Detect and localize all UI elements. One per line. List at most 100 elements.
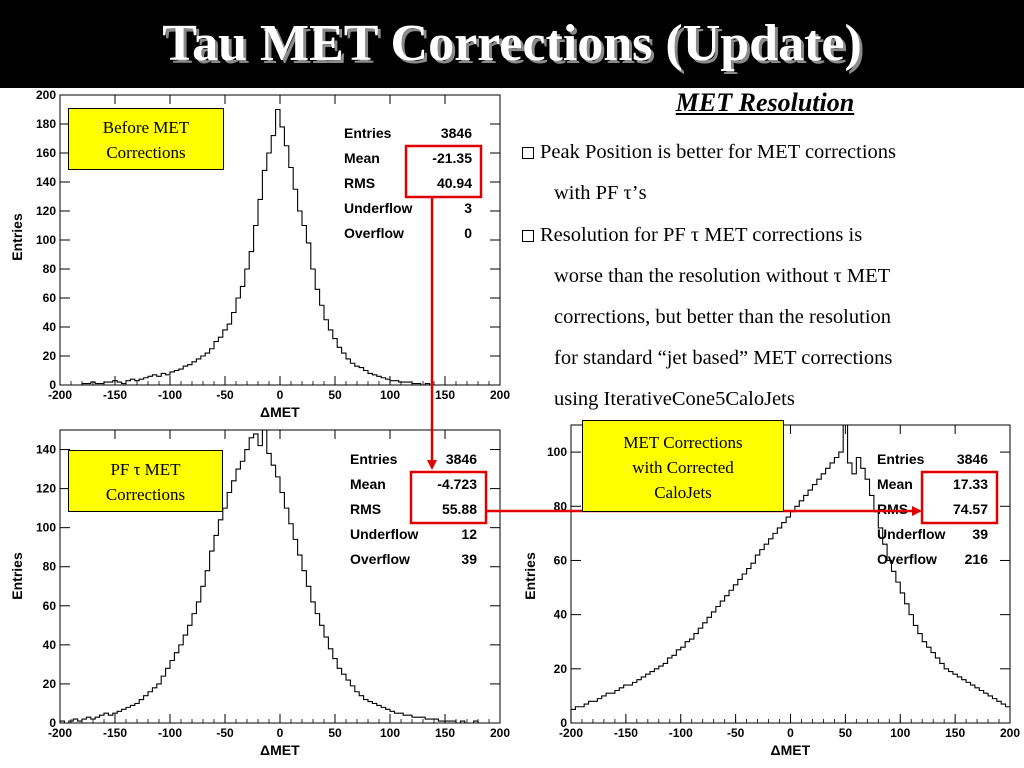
stats-value-mean: 17.33 (953, 476, 988, 492)
y-tick-label: 0 (560, 716, 567, 730)
stats-value-underflow: 3 (464, 200, 472, 216)
stats-label-overflow: Overflow (350, 551, 410, 567)
stats-value-overflow: 216 (965, 551, 989, 567)
slide-title: Tau MET Corrections (Update) (162, 15, 862, 72)
x-tick-label: 50 (328, 726, 342, 740)
stats-label-mean: Mean (877, 476, 913, 492)
x-tick-label: 0 (787, 726, 794, 740)
y-tick-label: 60 (554, 553, 568, 567)
bullet-1: Peak Position is better for MET correcti… (522, 132, 896, 214)
stats-value-underflow: 12 (461, 526, 477, 542)
plot-label-box-2: PF τ MET Corrections (68, 450, 223, 512)
x-tick-label: -50 (727, 726, 745, 740)
y-tick-label: 60 (43, 599, 57, 613)
stats-value-overflow: 39 (461, 551, 477, 567)
plot-label-line: CaloJets (654, 482, 712, 502)
y-axis-label: Entries (9, 552, 25, 600)
y-tick-label: 120 (36, 482, 56, 496)
x-tick-label: 100 (380, 726, 400, 740)
stats-value-mean: -4.723 (437, 476, 477, 492)
stats-label-mean: Mean (344, 150, 380, 166)
stats-label-overflow: Overflow (877, 551, 937, 567)
y-tick-label: 200 (36, 88, 56, 102)
x-tick-label: 0 (277, 388, 284, 402)
y-tick-label: 80 (43, 560, 57, 574)
y-tick-label: 40 (43, 638, 57, 652)
x-tick-label: -200 (559, 726, 583, 740)
x-tick-label: 200 (1000, 726, 1020, 740)
x-tick-label: -100 (669, 726, 693, 740)
plot-label-line: Before MET (102, 118, 190, 137)
bullet-2-line-4: for standard “jet based” MET corrections (554, 347, 893, 369)
x-tick-label: -100 (158, 726, 182, 740)
x-tick-label: -200 (48, 726, 72, 740)
x-tick-label: -150 (103, 726, 127, 740)
histogram-series (60, 108, 500, 386)
bullet-2-line-1: Resolution for PF τ MET corrections is (540, 224, 863, 246)
y-tick-label: 20 (43, 677, 57, 691)
x-tick-label: 150 (945, 726, 965, 740)
plot-label-line: with Corrected (632, 457, 734, 477)
y-tick-label: 20 (554, 662, 568, 676)
x-axis-label: ΔMET (260, 404, 300, 420)
stats-highlight-box (920, 470, 999, 525)
y-tick-label: 120 (36, 204, 56, 218)
y-tick-label: 160 (36, 146, 56, 160)
y-tick-label: 0 (49, 716, 56, 730)
x-tick-label: 0 (277, 726, 284, 740)
y-tick-label: 100 (36, 233, 56, 247)
bullet-2-line-3: corrections, but better than the resolut… (554, 306, 892, 328)
bullet-2: Resolution for PF τ MET corrections is w… (522, 215, 892, 420)
bullet-1-line-2: with PF τ’s (554, 182, 647, 204)
stats-highlight-box (404, 144, 483, 199)
stats-value-entries: 3846 (957, 451, 988, 467)
y-tick-label: 60 (43, 291, 57, 305)
x-tick-label: -100 (158, 388, 182, 402)
title-bar (0, 0, 1024, 88)
x-tick-label: -150 (103, 388, 127, 402)
checkbox-bullet-icon (522, 230, 534, 242)
plot-label-box-1: Before MET Corrections (68, 108, 224, 170)
histogram-2: -200 -150 -100 -50 0 50 100 150 200 0 20 40 60 80 100 1… (9, 425, 510, 768)
stats-label-entries: Entries (350, 451, 398, 467)
x-tick-label: -150 (614, 726, 638, 740)
stats-label-underflow: Underflow (344, 200, 413, 216)
checkbox-bullet-icon (522, 147, 534, 159)
y-tick-label: 40 (43, 320, 57, 334)
histogram-series (59, 429, 500, 724)
x-axis-label: ΔMET (771, 742, 811, 758)
stats-value-entries: 3846 (446, 451, 477, 467)
plot-label-line: MET Corrections (623, 432, 743, 452)
x-tick-label: 150 (435, 388, 455, 402)
y-tick-label: 140 (36, 175, 56, 189)
y-axis-label: Entries (9, 213, 25, 261)
y-tick-label: 20 (43, 349, 57, 363)
x-tick-label: 100 (890, 726, 910, 740)
y-tick-label: 100 (36, 521, 56, 535)
bullet-2-line-2: worse than the resolution without τ MET (554, 265, 891, 287)
stats-label-entries: Entries (344, 125, 392, 141)
bullet-2-line-5: using IterativeCone5CaloJets (554, 388, 795, 410)
stats-label-rms: RMS (877, 501, 908, 517)
x-axis-label: ΔMET (260, 742, 300, 758)
y-tick-label: 40 (554, 608, 568, 622)
plot-label-line: PF τ MET (110, 460, 181, 479)
stats-value-rms: 74.57 (953, 501, 988, 517)
y-tick-label: 100 (547, 445, 567, 459)
x-tick-label: -200 (48, 388, 72, 402)
x-tick-label: -50 (216, 388, 234, 402)
plot-label-line: Corrections (106, 143, 186, 162)
y-tick-label: 0 (49, 378, 56, 392)
stats-label-mean: Mean (350, 476, 386, 492)
x-tick-label: 200 (490, 388, 510, 402)
x-tick-label: 50 (328, 388, 342, 402)
stats-highlight-box (409, 470, 488, 525)
stats-label-rms: RMS (344, 175, 375, 191)
stats-label-underflow: Underflow (350, 526, 419, 542)
stats-value-underflow: 39 (972, 526, 988, 542)
x-tick-label: 150 (435, 726, 455, 740)
stats-value-rms: 40.94 (437, 175, 472, 191)
x-tick-label: 100 (380, 388, 400, 402)
stats-label-overflow: Overflow (344, 225, 404, 241)
plot-label-box-3: MET Corrections with Corrected CaloJets (582, 420, 784, 512)
